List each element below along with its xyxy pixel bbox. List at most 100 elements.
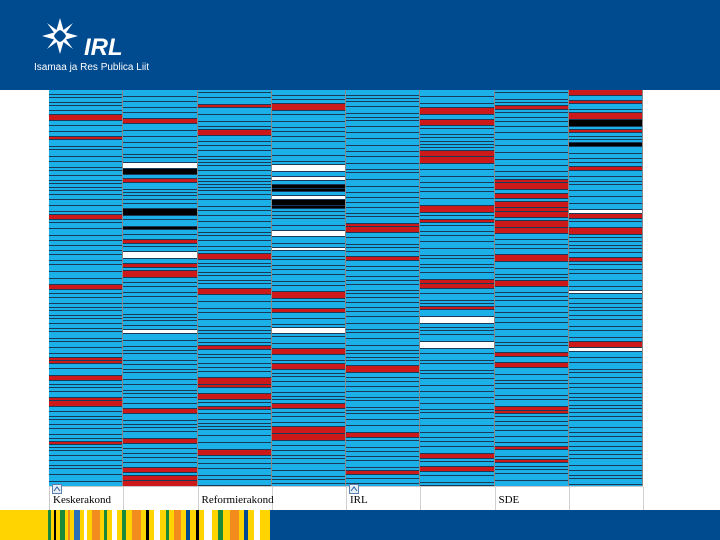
- grid-row-band: [271, 292, 345, 298]
- grid-row-separator: [346, 223, 420, 224]
- grid-row-band: [123, 404, 197, 408]
- grid-row-band: [49, 255, 123, 260]
- grid-row-band: [346, 285, 420, 290]
- grid-row-band: [568, 479, 642, 484]
- footer-stripe: [174, 510, 181, 540]
- grid-row-separator: [271, 318, 345, 319]
- grid-row-band: [123, 271, 197, 277]
- grid-row-band: [568, 320, 642, 326]
- grid-row-separator: [494, 182, 568, 183]
- grid-row-separator: [568, 109, 642, 110]
- grid-row-band: [494, 443, 568, 446]
- grid-row-separator: [123, 147, 197, 148]
- grid-row-separator: [197, 308, 271, 309]
- grid-row-separator: [123, 239, 197, 240]
- grid-row-separator: [568, 330, 642, 331]
- grid-row-separator: [197, 479, 271, 480]
- grid-row-separator: [420, 255, 494, 256]
- grid-row-band: [49, 364, 123, 368]
- grid-row-separator: [568, 347, 642, 348]
- grid-row-separator: [568, 196, 642, 197]
- grid-row-separator: [568, 362, 642, 363]
- grid-row-separator: [271, 412, 345, 413]
- grid-row-band: [346, 146, 420, 151]
- grid-row-band: [271, 90, 345, 95]
- grid-row-separator: [49, 450, 123, 451]
- grid-row-separator: [197, 283, 271, 284]
- grid-row-separator: [494, 329, 568, 330]
- grid-row-separator: [197, 326, 271, 327]
- grid-row-separator: [49, 271, 123, 272]
- grid-row-separator: [49, 315, 123, 316]
- grid-row-separator: [346, 467, 420, 468]
- grid-row-band: [494, 275, 568, 277]
- grid-row-band: [568, 409, 642, 412]
- grid-row-band: [197, 302, 271, 308]
- grid-row-band: [197, 355, 271, 357]
- grid-row-band: [568, 104, 642, 109]
- grid-row-separator: [494, 374, 568, 375]
- grid-row-band: [346, 277, 420, 280]
- grid-row-band: [568, 308, 642, 310]
- grid-row-separator: [568, 237, 642, 238]
- grid-row-separator: [346, 256, 420, 257]
- grid-row-separator: [494, 383, 568, 384]
- grid-row-separator: [420, 114, 494, 115]
- grid-row-separator: [568, 446, 642, 447]
- grid-row-separator: [123, 157, 197, 158]
- grid-row-band: [123, 155, 197, 157]
- grid-row-separator: [271, 426, 345, 427]
- grid-row-band: [197, 176, 271, 178]
- grid-row-band: [197, 179, 271, 181]
- grid-row-band: [568, 270, 642, 273]
- grid-row-separator: [271, 450, 345, 451]
- grid-row-band: [568, 442, 642, 446]
- grid-row-separator: [123, 346, 197, 347]
- grid-row-separator: [49, 331, 123, 332]
- grid-row-separator: [123, 123, 197, 124]
- grid-row-separator: [420, 370, 494, 371]
- grid-column: [197, 90, 272, 486]
- grid-row-separator: [346, 293, 420, 294]
- grid-row-band: [197, 182, 271, 184]
- grid-row-separator: [123, 258, 197, 259]
- grid-row-separator: [420, 235, 494, 236]
- grid-row-band: [123, 463, 197, 467]
- grid-row-separator: [49, 460, 123, 461]
- grid-row-separator: [271, 148, 345, 149]
- grid-row-band: [420, 138, 494, 141]
- grid-row-separator: [494, 201, 568, 202]
- grid-row-separator: [123, 277, 197, 278]
- grid-row-separator: [271, 396, 345, 397]
- grid-row-band: [346, 475, 420, 478]
- grid-row-separator: [271, 211, 345, 212]
- grid-row-separator: [49, 245, 123, 246]
- grid-row-band: [568, 171, 642, 176]
- grid-row-separator: [494, 286, 568, 287]
- grid-row-separator: [49, 214, 123, 215]
- grid-row-band: [271, 409, 345, 412]
- grid-row-separator: [197, 442, 271, 443]
- grid-row-band: [123, 385, 197, 390]
- grid-row-band: [271, 382, 345, 386]
- grid-row-band: [420, 398, 494, 403]
- grid-row-separator: [197, 178, 271, 179]
- grid-row-separator: [271, 463, 345, 464]
- grid-row-separator: [49, 328, 123, 329]
- grid-row-band: [271, 349, 345, 354]
- grid-row-band: [49, 316, 123, 318]
- grid-column: [494, 90, 569, 486]
- grid-row-separator: [123, 350, 197, 351]
- grid-row-band: [346, 346, 420, 350]
- grid-row-separator: [49, 380, 123, 381]
- grid-row-band: [123, 428, 197, 431]
- grid-row-separator: [197, 338, 271, 339]
- grid-row-separator: [494, 456, 568, 457]
- grid-row-band: [271, 231, 345, 236]
- grid-row-band: [346, 308, 420, 311]
- grid-row-separator: [420, 248, 494, 249]
- grid-row-band: [346, 461, 420, 467]
- footer-stripe: [132, 510, 141, 540]
- grid-row-band: [420, 354, 494, 360]
- grid-row-band: [420, 273, 494, 279]
